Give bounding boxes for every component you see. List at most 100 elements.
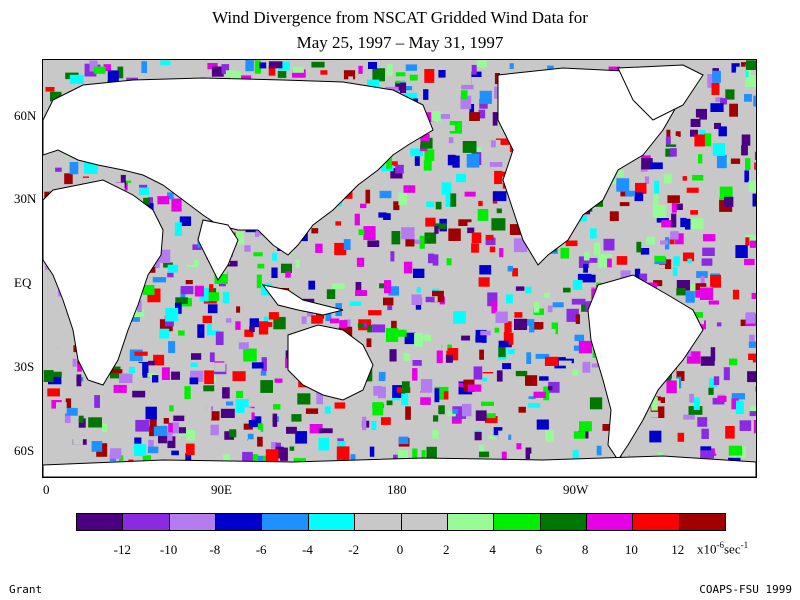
divergence-cell: [572, 279, 583, 290]
divergence-cell: [654, 255, 666, 262]
divergence-cell: [693, 397, 700, 410]
divergence-cell: [683, 414, 695, 420]
divergence-cell: [209, 284, 214, 297]
divergence-cell: [355, 282, 362, 292]
divergence-cell: [208, 292, 219, 302]
divergence-cell: [292, 69, 306, 78]
divergence-cell: [103, 64, 111, 72]
divergence-cell: [236, 306, 241, 313]
divergence-cell: [110, 448, 122, 459]
divergence-cell: [712, 70, 721, 83]
divergence-cell: [275, 446, 284, 459]
divergence-cell: [498, 340, 512, 348]
divergence-cell: [535, 353, 550, 359]
divergence-cell: [157, 196, 170, 205]
divergence-cell: [295, 259, 300, 268]
divergence-cell: [243, 423, 253, 430]
divergence-cell: [391, 231, 401, 245]
divergence-cell: [667, 195, 680, 203]
divergence-cell: [257, 263, 265, 269]
divergence-cell: [249, 408, 256, 413]
divergence-cell: [211, 66, 224, 77]
divergence-cell: [209, 352, 215, 363]
divergence-cell: [485, 413, 496, 419]
divergence-cell: [703, 133, 712, 147]
divergence-cell: [685, 291, 695, 303]
divergence-cell: [414, 153, 420, 166]
divergence-cell: [584, 332, 590, 339]
divergence-cell: [661, 220, 674, 228]
divergence-cell: [699, 129, 706, 139]
divergence-cell: [548, 386, 553, 391]
divergence-cell: [685, 218, 691, 230]
divergence-cell: [736, 66, 746, 80]
divergence-cell: [244, 407, 252, 420]
divergence-cell: [710, 274, 721, 288]
divergence-cell: [425, 217, 436, 227]
divergence-cell: [692, 175, 704, 181]
divergence-cell: [59, 431, 71, 438]
divergence-cell: [257, 436, 263, 447]
lon-label-90w: 90W: [563, 482, 589, 497]
divergence-cell: [372, 324, 386, 333]
colorbar-tick-label: 12: [671, 542, 685, 557]
divergence-cell: [570, 412, 579, 425]
divergence-cell: [309, 424, 323, 434]
divergence-cell: [43, 370, 54, 382]
divergence-cell: [88, 417, 102, 428]
divergence-cell: [719, 186, 733, 198]
divergence-cell: [446, 348, 459, 361]
divergence-cell: [235, 231, 245, 245]
divergence-cell: [395, 76, 409, 81]
divergence-cell: [226, 318, 232, 323]
divergence-cell: [689, 218, 704, 230]
divergence-cell: [180, 286, 194, 295]
divergence-cell: [708, 300, 719, 305]
divergence-cell: [289, 446, 295, 451]
divergence-cell: [670, 148, 677, 157]
divergence-cell: [428, 81, 437, 88]
divergence-cell: [720, 98, 727, 105]
divergence-cell: [671, 200, 677, 213]
divergence-cell: [666, 129, 671, 143]
divergence-cell: [636, 241, 642, 253]
divergence-cell: [697, 328, 712, 335]
divergence-cell: [745, 234, 756, 241]
divergence-cell: [700, 356, 715, 366]
divergence-cell: [184, 386, 191, 400]
divergence-cell: [571, 298, 586, 305]
divergence-cell: [274, 378, 283, 383]
divergence-cell: [256, 274, 262, 289]
divergence-cell: [452, 409, 458, 414]
divergence-cell: [426, 201, 435, 207]
divergence-cell: [458, 219, 472, 226]
divergence-cell: [247, 440, 259, 452]
divergence-cell: [153, 354, 165, 366]
divergence-cell: [466, 154, 480, 168]
divergence-cell: [367, 79, 380, 92]
colorbar-swatch: [447, 514, 495, 530]
divergence-cell: [462, 141, 477, 153]
divergence-cell: [189, 377, 199, 385]
divergence-cell: [190, 370, 204, 382]
divergence-cell: [582, 361, 591, 373]
divergence-cell: [475, 169, 487, 177]
divergence-cell: [607, 258, 612, 268]
divergence-cell: [387, 305, 393, 311]
colorbar-swatch: [679, 514, 726, 530]
divergence-cell: [692, 168, 699, 179]
divergence-cell: [478, 451, 490, 458]
divergence-cell: [273, 404, 281, 410]
divergence-cell: [438, 315, 449, 329]
divergence-cell: [424, 232, 437, 244]
divergence-cell: [619, 214, 628, 219]
divergence-cell: [735, 245, 748, 258]
lon-label-90e: 90E: [211, 482, 232, 497]
divergence-cell: [409, 74, 418, 81]
divergence-cell: [305, 408, 319, 414]
divergence-cell: [188, 318, 194, 326]
divergence-cell: [281, 263, 292, 273]
divergence-cell: [220, 331, 227, 345]
divergence-cell: [138, 361, 149, 376]
divergence-cell: [425, 296, 435, 303]
